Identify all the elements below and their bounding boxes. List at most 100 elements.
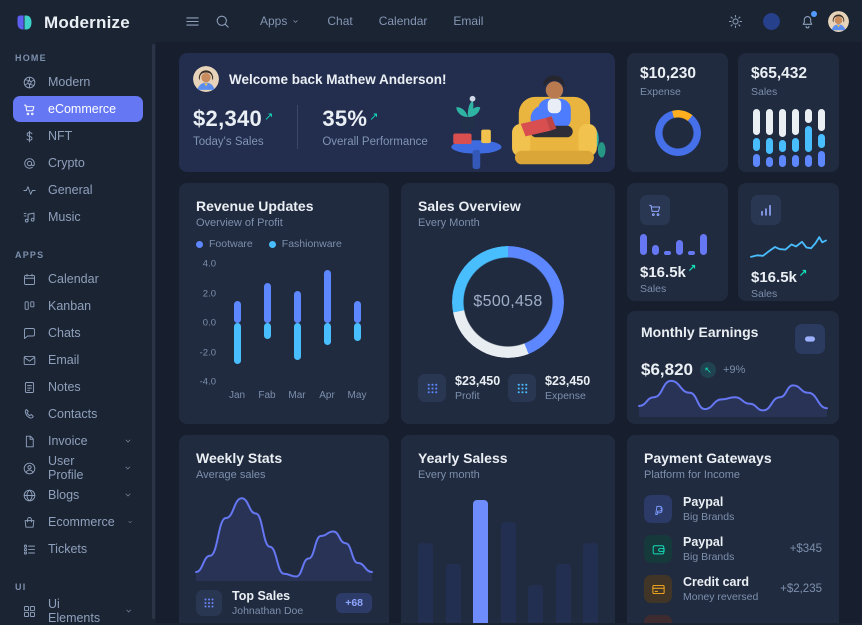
sidebar-item-notes[interactable]: Notes xyxy=(13,374,143,400)
sidebar-item-label: Kanban xyxy=(48,299,92,313)
sidebar-item-crypto[interactable]: Crypto xyxy=(13,150,143,176)
x-tick: Jan xyxy=(228,390,246,401)
mini-value-text: $16.5k xyxy=(640,264,686,281)
search-button[interactable] xyxy=(207,6,237,36)
sidebar-item-nft[interactable]: NFT xyxy=(13,123,143,149)
bar-positive xyxy=(263,283,271,323)
payment-text: Credit card Money reversed xyxy=(683,575,758,603)
column-segment xyxy=(791,138,799,152)
chevron-down-icon xyxy=(123,605,134,617)
calendar-icon xyxy=(22,272,37,287)
column-segment xyxy=(778,140,786,152)
column-segment xyxy=(791,155,799,167)
column-segment xyxy=(765,109,773,135)
expense-card: $10,230 Expense xyxy=(627,53,728,172)
kpi-cards: $10,230 Expense $65,432 Sales xyxy=(627,53,839,172)
payment-desc: Big Brands xyxy=(683,511,735,523)
bar-positive xyxy=(323,269,331,323)
cart-icon xyxy=(647,202,663,218)
sidebar-item-music[interactable]: Music xyxy=(13,204,143,230)
dots-grid-icon xyxy=(425,381,440,396)
sidebar-item-label: eCommerce xyxy=(48,102,117,116)
monthly-earnings-card: Monthly Earnings $6,820 ↖ +9% xyxy=(627,311,839,424)
pulse-icon xyxy=(22,183,37,198)
sidebar-item-modern[interactable]: Modern xyxy=(13,69,143,95)
globe-icon xyxy=(22,488,37,503)
payment-gateways-card: Payment Gateways Platform for Income Pay… xyxy=(627,435,839,623)
yearly-bar xyxy=(500,522,516,623)
yearly-bar xyxy=(583,543,598,623)
welcome-stat: 35% ↗ Overall Performance xyxy=(322,106,427,148)
sidebar-item-blogs[interactable]: Blogs xyxy=(13,482,143,508)
sidebar-item-calendar[interactable]: Calendar xyxy=(13,266,143,292)
brand-logo-icon xyxy=(17,15,32,30)
column-stack xyxy=(752,109,760,167)
dots-grid-icon xyxy=(515,381,530,396)
sales-kpi-card: $65,432 Sales xyxy=(738,53,839,172)
sidebar-item-email[interactable]: Email xyxy=(13,347,143,373)
chevron-down-icon xyxy=(122,462,134,474)
sidebar-item-ecommerce[interactable]: eCommerce xyxy=(13,96,143,122)
column-stack xyxy=(778,109,786,167)
payment-row-paypal[interactable]: Paypal Big Brands xyxy=(644,495,822,523)
bar-negative xyxy=(353,323,361,341)
mini-sales-card-2: $16.5k ↗ Sales xyxy=(738,183,839,301)
trend-up-badge: ↖ xyxy=(700,362,716,378)
welcome-stat: $2,340 ↗ Today's Sales xyxy=(193,106,273,148)
language-button[interactable] xyxy=(756,6,786,36)
topbar-link-email[interactable]: Email xyxy=(453,14,483,28)
topbar-links: Apps Chat Calendar Email xyxy=(247,14,496,28)
y-axis-labels: 4.0 2.0 0.0 -2.0 -4.0 xyxy=(196,259,222,388)
payment-row-credit-card[interactable]: Credit card Money reversed +$2,235 xyxy=(644,575,822,603)
mini-bar xyxy=(664,251,671,255)
chat-icon xyxy=(22,326,37,341)
topbar-link-label: Email xyxy=(453,14,484,28)
top-sales-row: Top Sales Johnathan Doe +68 xyxy=(196,589,372,617)
credit-card-icon-tile xyxy=(644,575,672,603)
card-subtitle: Every month xyxy=(418,469,480,481)
bar-negative xyxy=(293,323,301,360)
sidebar-item-general[interactable]: General xyxy=(13,177,143,203)
yearly-bar-highlight xyxy=(473,500,488,623)
payment-row-paypal[interactable]: Paypal Big Brands +$345 xyxy=(644,535,822,563)
sidebar-scrollbar[interactable] xyxy=(152,44,155,619)
sidebar-item-user-profile[interactable]: User Profile xyxy=(13,454,143,482)
notifications-button[interactable] xyxy=(792,6,822,36)
sidebar-item-chats[interactable]: Chats xyxy=(13,320,143,346)
theme-toggle-button[interactable] xyxy=(720,6,750,36)
mini-line-svg xyxy=(751,234,826,260)
payment-desc: Big Brands xyxy=(683,551,735,563)
sidebar-item-tickets[interactable]: Tickets xyxy=(13,536,143,562)
top-sales-badge: +68 xyxy=(336,593,372,613)
stat-value-text: $2,340 xyxy=(193,106,263,131)
topbar-actions xyxy=(720,6,849,36)
topbar-link-chat[interactable]: Chat xyxy=(327,14,352,28)
sidebar-item-kanban[interactable]: Kanban xyxy=(13,293,143,319)
stat-value: $2,340 ↗ xyxy=(193,106,273,132)
stat-value-text: 35% xyxy=(322,106,368,131)
currency-toggle-button[interactable] xyxy=(795,324,825,354)
brand-logo[interactable]: Modernize xyxy=(0,0,156,33)
right-column: $16.5k ↗ Sales $16.5k ↗ Sales Monthly Earning… xyxy=(627,183,839,424)
music-icon xyxy=(22,210,37,225)
main-content: Welcome back Mathew Anderson! $2,340 ↗ Tod… xyxy=(156,42,862,623)
topbar-link-calendar[interactable]: Calendar xyxy=(379,14,428,28)
sidebar-item-ui-elements[interactable]: Ui Elements xyxy=(13,597,143,625)
trend-up-arrow-icon: ↗ xyxy=(798,268,808,279)
column-segment xyxy=(752,138,760,151)
profile-button[interactable] xyxy=(828,6,849,36)
sidebar-item-contacts[interactable]: Contacts xyxy=(13,401,143,427)
y-tick: -2.0 xyxy=(199,347,216,358)
phone-icon xyxy=(22,407,37,422)
sidebar-item-invoice[interactable]: Invoice xyxy=(13,428,143,454)
menu-button[interactable] xyxy=(177,6,207,36)
topbar-link-apps[interactable]: Apps xyxy=(260,14,301,28)
sidebar-item-ecommerce[interactable]: Ecommerce xyxy=(13,509,143,535)
stat-label: Profit xyxy=(455,390,480,402)
chart-legend: Footware Fashionware xyxy=(196,238,372,250)
payment-row[interactable] xyxy=(644,615,822,623)
bar-positive xyxy=(233,300,241,323)
bar-positive xyxy=(353,300,361,323)
paypal-icon-tile xyxy=(644,495,672,523)
payment-list: Paypal Big Brands Paypal Big Brands +$345 Cre… xyxy=(644,495,822,623)
